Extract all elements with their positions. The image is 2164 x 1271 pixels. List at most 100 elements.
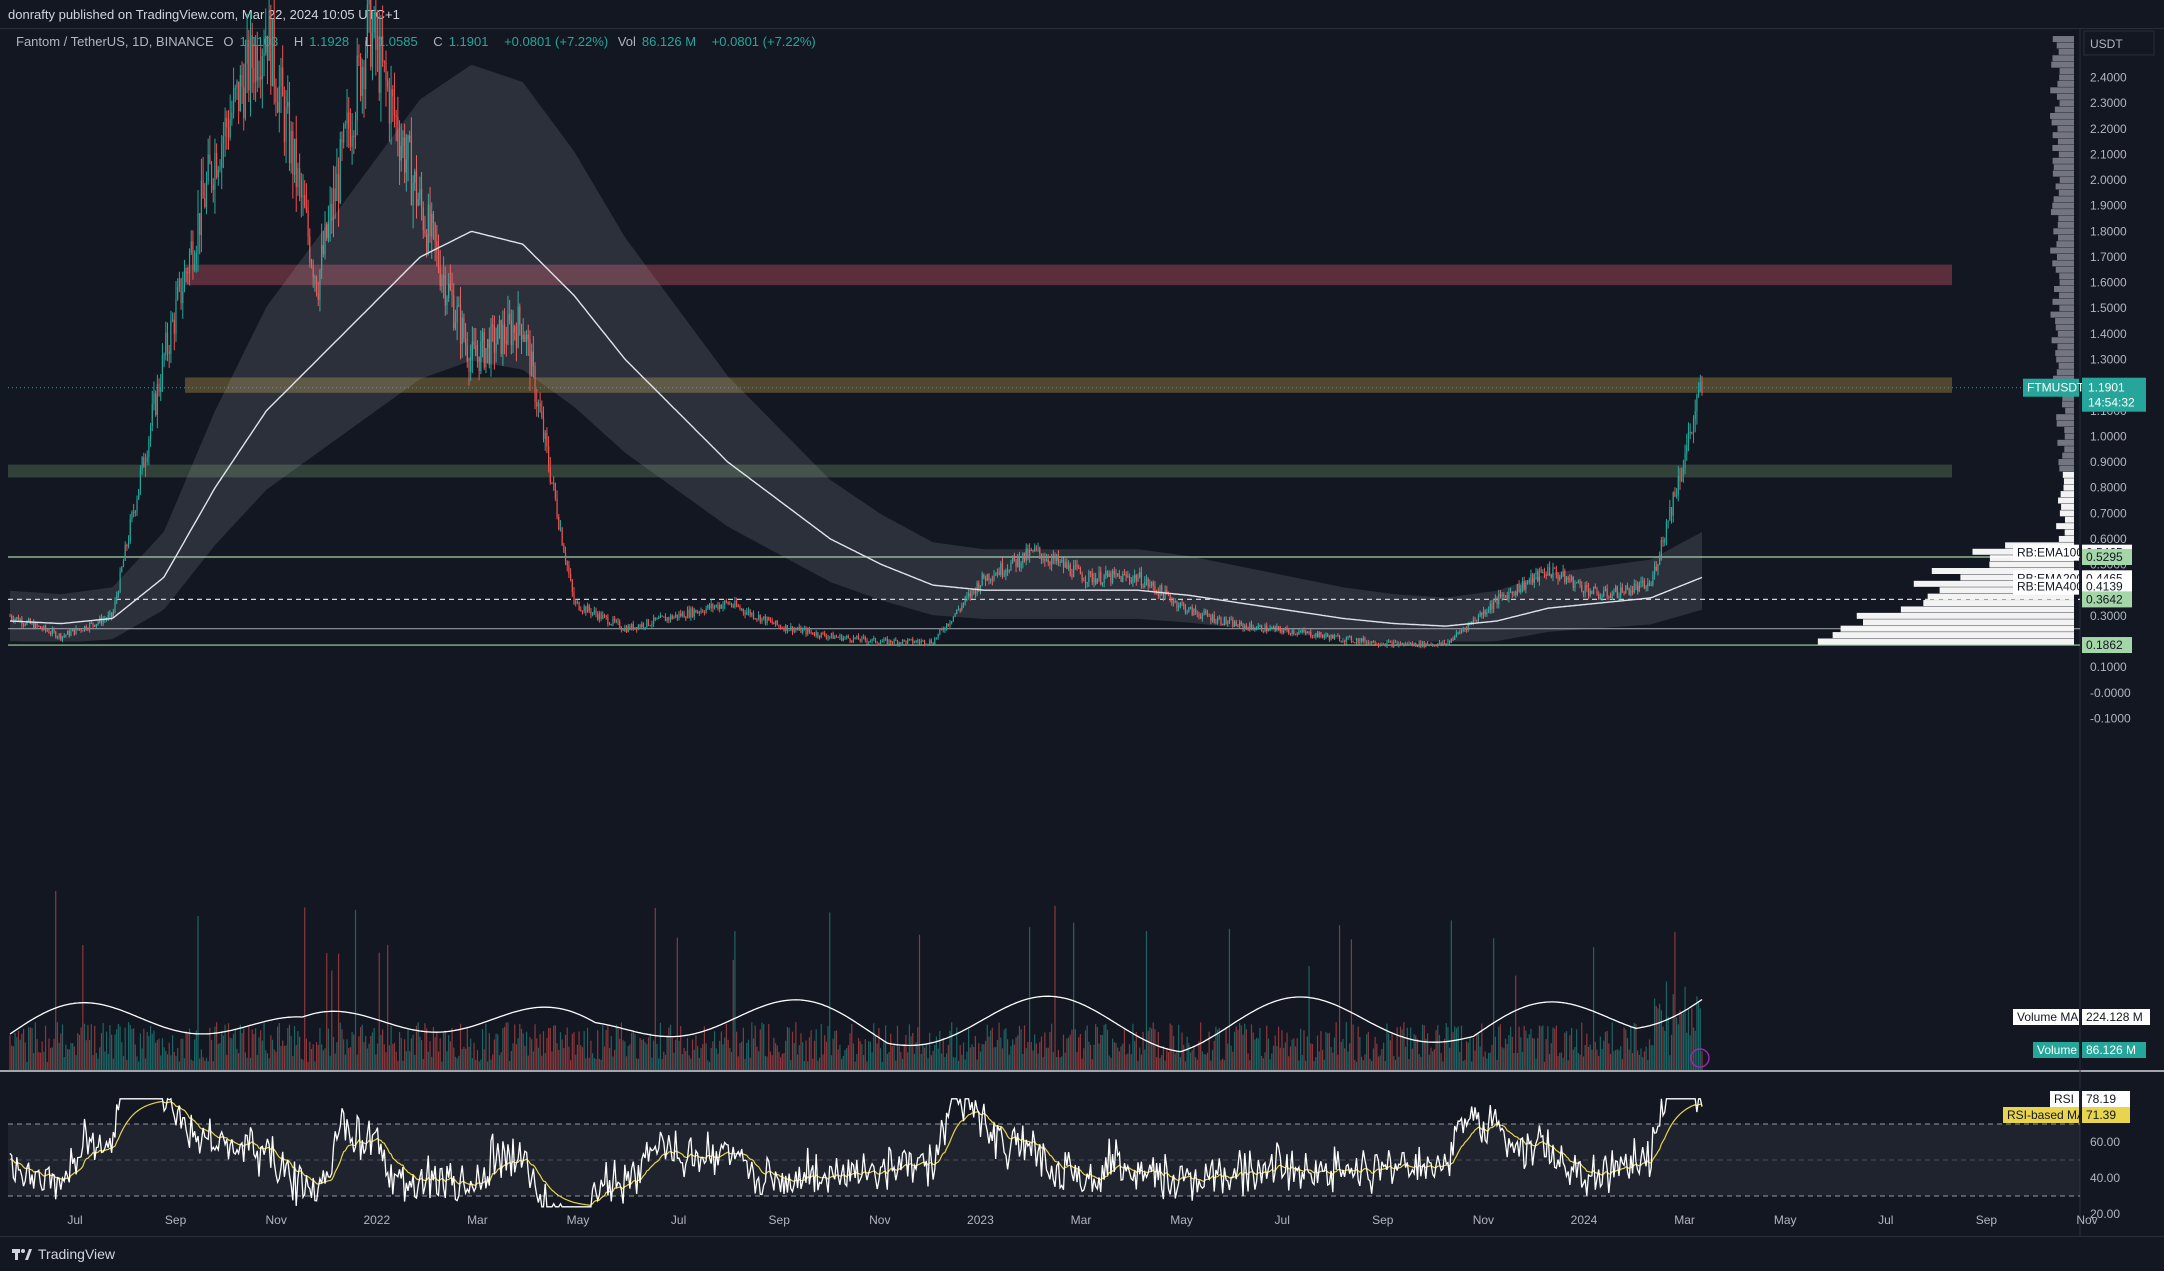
- candle-body: [459, 304, 462, 345]
- volume-bar: [568, 1046, 570, 1070]
- volume-bar: [1630, 1026, 1632, 1070]
- volume-bar: [918, 934, 921, 1070]
- volume-bar: [1154, 1029, 1156, 1070]
- candle-body: [1377, 644, 1380, 646]
- candle-body: [1621, 587, 1623, 593]
- legend-symbol[interactable]: Fantom / TetherUS, 1D, BINANCE: [16, 34, 214, 49]
- legend-vol-value: 86.126 M: [641, 34, 697, 49]
- volume-bar: [614, 1049, 616, 1070]
- volume-bar: [1537, 1038, 1539, 1070]
- price-tick-label: 0.8000: [2090, 481, 2127, 495]
- volume-bar: [1164, 1060, 1166, 1070]
- volume-bar: [270, 1035, 272, 1070]
- volume-bar: [1076, 1052, 1078, 1070]
- candle-body: [835, 636, 838, 638]
- candle-body: [1071, 574, 1073, 578]
- candle-body: [1022, 552, 1024, 564]
- candle-body: [1142, 586, 1144, 588]
- volume-bar: [1640, 1048, 1642, 1070]
- volume-bar: [422, 1059, 424, 1070]
- volume-bar: [1279, 1047, 1281, 1070]
- volume-bar: [317, 1044, 319, 1070]
- volume-bar: [319, 1028, 321, 1070]
- candle-body: [693, 609, 695, 617]
- volume-bar: [1045, 1047, 1048, 1070]
- candle-body: [913, 642, 916, 644]
- volume-bar: [400, 1037, 402, 1070]
- volume-bar: [1382, 1042, 1385, 1070]
- candle-body: [525, 334, 528, 342]
- candle-body: [614, 618, 616, 622]
- volume-bar: [612, 1056, 614, 1070]
- volume-bar: [1306, 1036, 1308, 1070]
- volume-bar: [302, 1059, 304, 1070]
- candle-body: [1565, 577, 1568, 583]
- candle-body: [1130, 579, 1132, 583]
- price-tick-label: 2.4000: [2090, 71, 2127, 85]
- volume-bar: [1560, 1052, 1563, 1070]
- brand[interactable]: TradingView: [12, 1246, 115, 1262]
- candle-body: [1152, 582, 1154, 587]
- candle-body: [517, 306, 519, 348]
- volume-bar: [1003, 1029, 1005, 1070]
- candle-body: [1555, 568, 1557, 575]
- candle-body: [940, 629, 943, 631]
- candle-body: [1686, 445, 1688, 454]
- tradingview-logo-icon: [12, 1249, 32, 1260]
- volume-bar: [1261, 1055, 1263, 1070]
- price-chart[interactable]: 2.40002.30002.20002.10002.00001.90001.80…: [0, 0, 2164, 1236]
- candle-body: [1547, 566, 1549, 576]
- volume-bar: [1416, 1038, 1419, 1070]
- candle-body: [553, 482, 555, 484]
- candle-body: [1159, 585, 1161, 596]
- candle-body: [1013, 555, 1015, 560]
- volume-bar: [903, 1043, 905, 1070]
- candle-body: [1184, 605, 1187, 613]
- volume-bar: [1577, 1052, 1579, 1070]
- price-tick-label: -0.1000: [2090, 711, 2131, 725]
- candle-body: [739, 606, 741, 610]
- candle-body: [1037, 547, 1039, 549]
- volume-bar: [1437, 1025, 1439, 1070]
- candle-body: [36, 622, 38, 626]
- volume-bar: [1281, 1030, 1283, 1070]
- candle-body: [568, 565, 570, 574]
- volume-bar: [930, 1055, 932, 1070]
- volume-bar: [893, 1044, 895, 1070]
- price-tick-label: 0.1000: [2090, 660, 2127, 674]
- volume-bar: [1184, 1061, 1187, 1070]
- candle-body: [410, 139, 413, 206]
- volume-profile-bar: [2062, 452, 2074, 459]
- volume-bar: [1594, 1041, 1596, 1070]
- volume-bar: [392, 1043, 394, 1070]
- volume-bar: [1511, 1036, 1513, 1070]
- volume-ma-label: Volume MA: [2017, 1010, 2078, 1024]
- candle-body: [470, 358, 472, 372]
- volume-profile-bar: [2057, 439, 2074, 446]
- volume-profile-bar: [2055, 324, 2074, 331]
- candle-body: [846, 636, 848, 638]
- volume-bar: [974, 1036, 977, 1070]
- volume-bar: [713, 1031, 716, 1070]
- candle-body: [370, 0, 372, 67]
- candle-body: [813, 634, 816, 636]
- volume-bar: [549, 1027, 551, 1070]
- candle-body: [1244, 625, 1246, 629]
- candle-body: [246, 39, 248, 64]
- candle-body: [641, 623, 643, 628]
- candle-body: [956, 609, 958, 614]
- volume-bar: [1017, 1035, 1019, 1070]
- volume-bar: [458, 1055, 460, 1070]
- candle-body: [28, 619, 30, 622]
- volume-bar: [890, 1033, 892, 1070]
- candle-body: [1652, 574, 1654, 585]
- volume-bar: [361, 1024, 363, 1070]
- candle-body: [527, 334, 529, 339]
- volume-profile-bar: [1913, 580, 2074, 587]
- volume-bar: [1691, 1008, 1693, 1070]
- volume-bar: [1089, 1044, 1092, 1070]
- candle-body: [204, 198, 206, 208]
- volume-bar: [58, 1042, 60, 1070]
- candle-body: [480, 341, 482, 372]
- candle-body: [1521, 581, 1524, 589]
